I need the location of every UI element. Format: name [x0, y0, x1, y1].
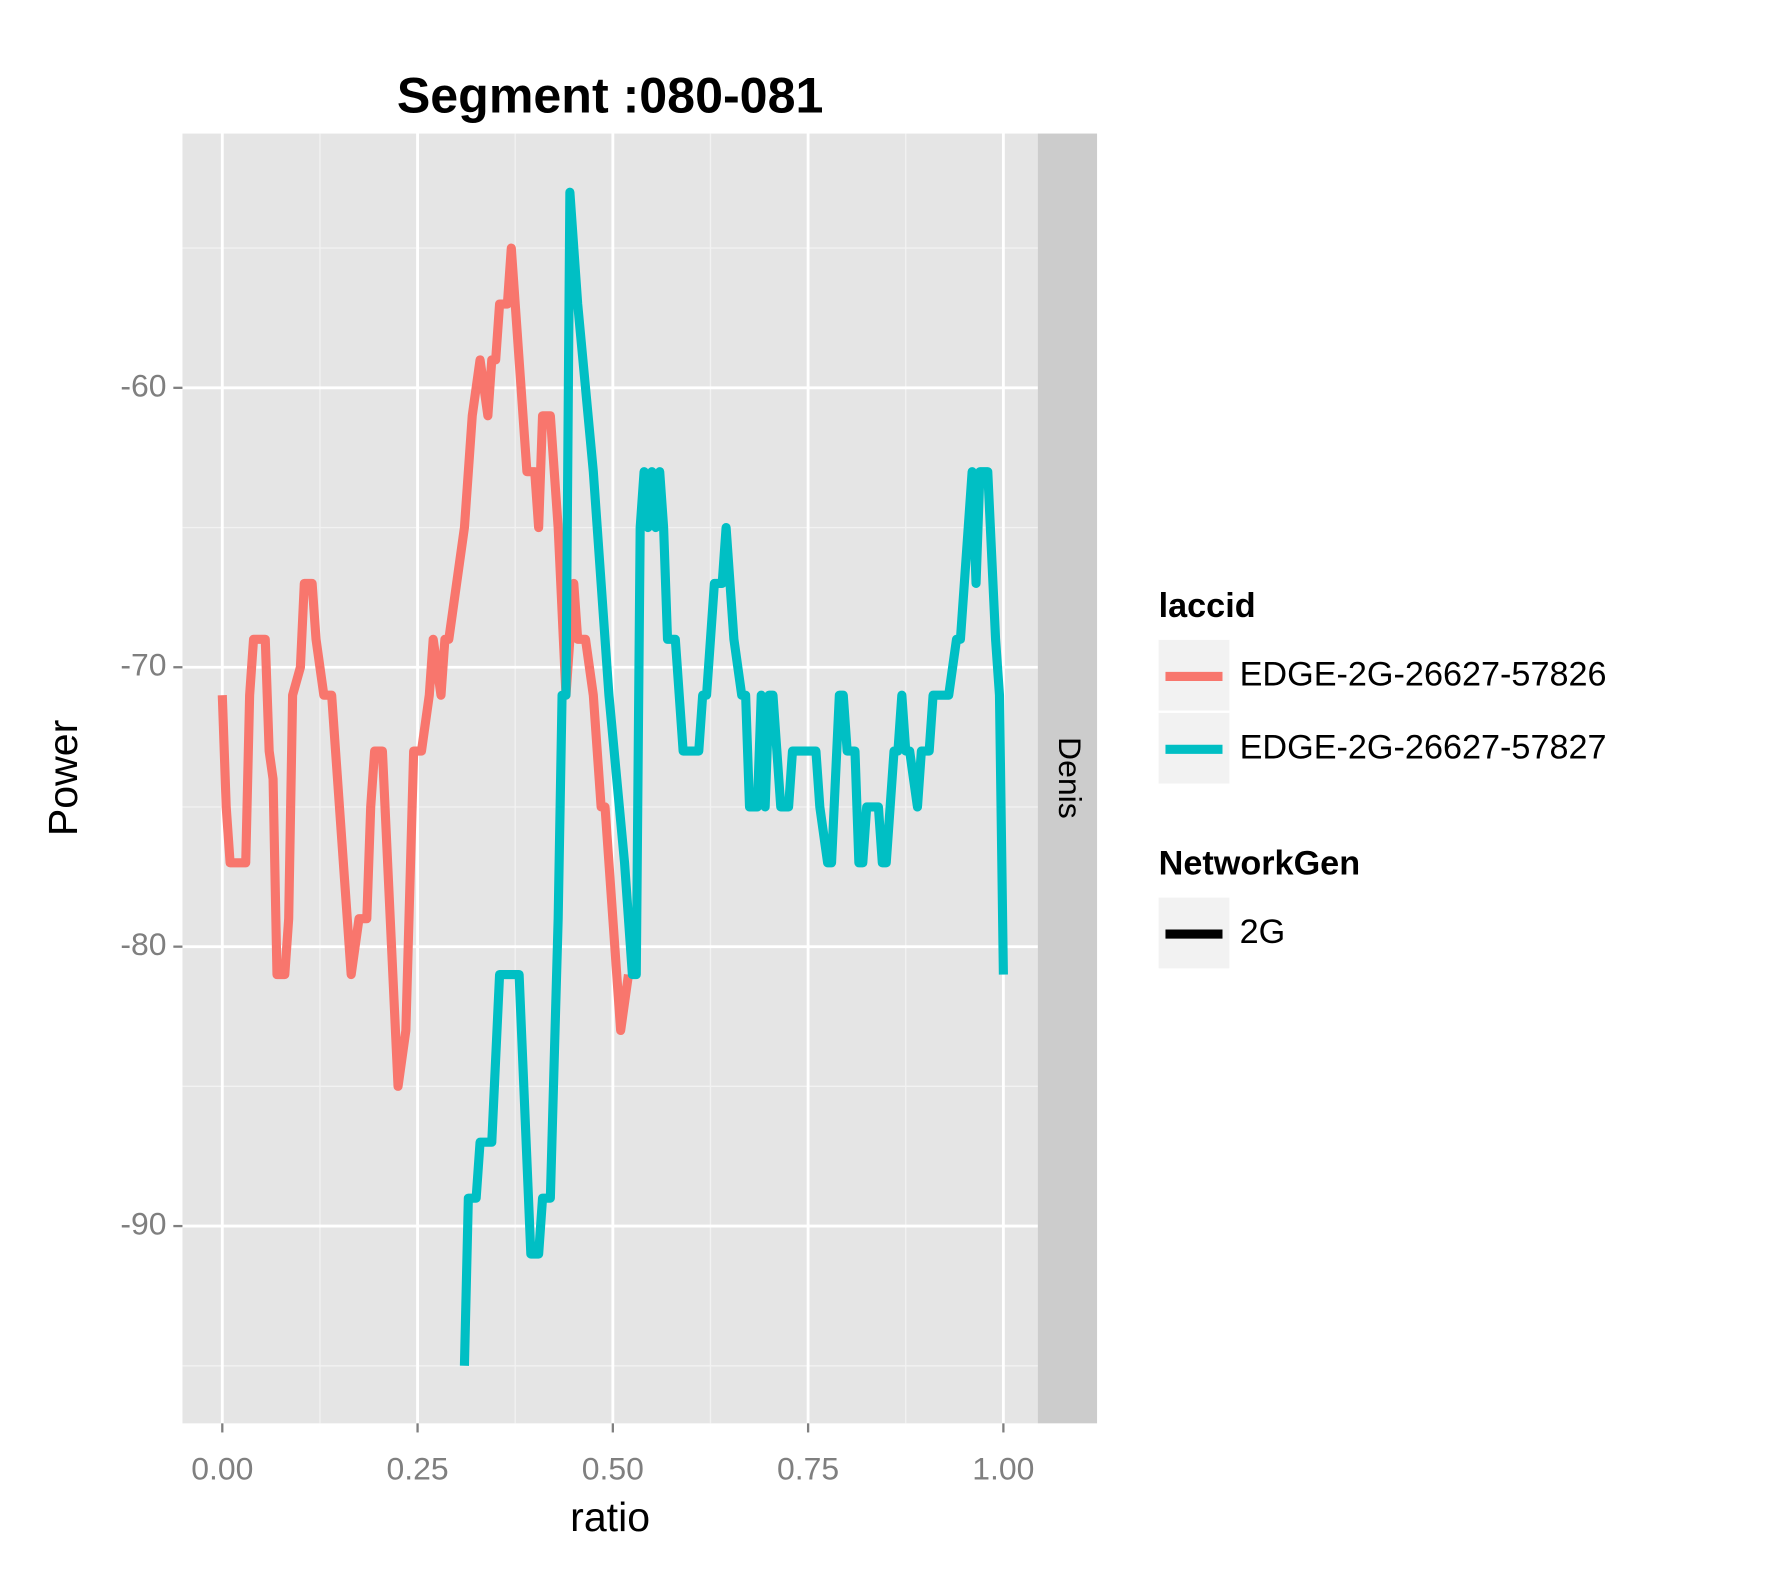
y-tick-label: -60 — [120, 367, 166, 403]
data-line — [217, 243, 633, 1091]
legend-label: 2G — [1240, 913, 1286, 951]
y-tick-label: -90 — [120, 1206, 166, 1242]
legend-label: EDGE-2G-26627-57826 — [1240, 655, 1607, 693]
facet-strip — [1037, 133, 1098, 1424]
data-line — [459, 187, 1008, 1366]
y-tick-label: -70 — [120, 647, 166, 683]
legend-title: NetworkGen — [1159, 845, 1360, 883]
x-tick-label: 1.00 — [972, 1451, 1034, 1487]
legend-title: laccid — [1159, 587, 1256, 625]
x-tick-label: 0.50 — [582, 1451, 644, 1487]
chart-title: Segment :080-081 — [397, 68, 824, 124]
x-tick-label: 0.25 — [386, 1451, 448, 1487]
facet-label: Denis — [1052, 737, 1088, 819]
x-axis-label: ratio — [570, 1494, 650, 1540]
x-tick-label: 0.75 — [777, 1451, 839, 1487]
x-tick-label: 0.00 — [191, 1451, 253, 1487]
y-axis-label: Power — [40, 720, 86, 836]
legend-label: EDGE-2G-26627-57827 — [1240, 728, 1607, 766]
y-tick-label: -80 — [120, 926, 166, 962]
